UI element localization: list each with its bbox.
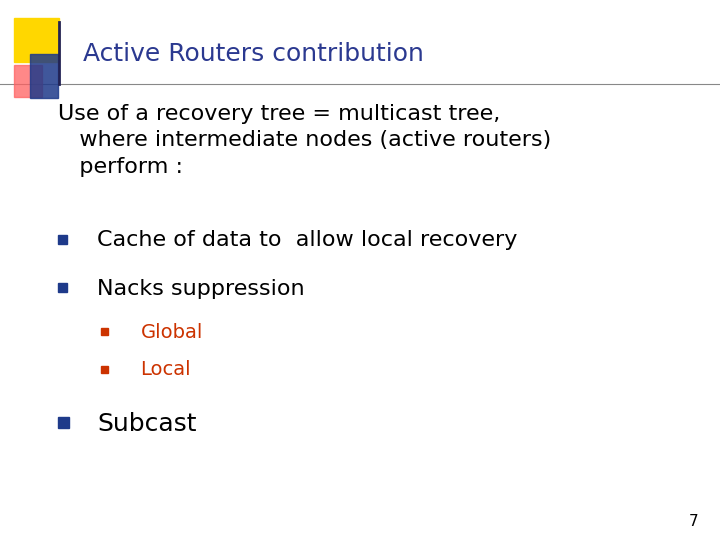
Text: Subcast: Subcast bbox=[97, 412, 197, 436]
Text: Global: Global bbox=[140, 322, 203, 342]
Text: Nacks suppression: Nacks suppression bbox=[97, 279, 305, 299]
Bar bbox=[14, 18, 59, 62]
Bar bbox=[101, 328, 108, 335]
Bar bbox=[30, 54, 58, 98]
Bar bbox=[58, 235, 67, 244]
Bar bbox=[14, 65, 42, 97]
Text: 7: 7 bbox=[689, 514, 698, 529]
Bar bbox=[101, 366, 108, 373]
Text: Active Routers contribution: Active Routers contribution bbox=[83, 42, 423, 66]
Bar bbox=[58, 417, 68, 428]
Text: Cache of data to  allow local recovery: Cache of data to allow local recovery bbox=[97, 230, 518, 251]
Bar bbox=[58, 284, 67, 292]
Text: Local: Local bbox=[140, 360, 191, 380]
Text: Use of a recovery tree = multicast tree,
   where intermediate nodes (active rou: Use of a recovery tree = multicast tree,… bbox=[58, 104, 551, 177]
